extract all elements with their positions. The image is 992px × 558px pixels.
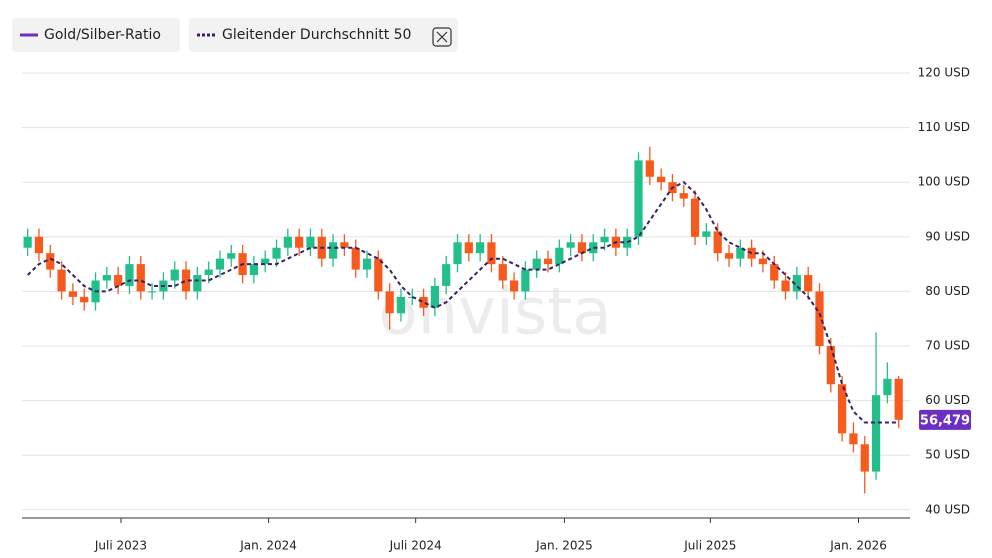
candle-body: [702, 231, 711, 237]
candle-body: [261, 258, 270, 265]
candle-body: [170, 269, 179, 281]
x-tick-label: Jan. 2024: [239, 539, 297, 553]
candle-body: [589, 242, 598, 254]
legend-label: Gleitender Durchschnitt 50: [222, 27, 411, 43]
y-tick-label: 90 USD: [925, 229, 970, 243]
candle-body: [543, 258, 553, 265]
candle-body: [826, 346, 835, 385]
candle-body: [781, 280, 790, 292]
candle-body: [758, 258, 768, 265]
candle-body: [498, 264, 507, 281]
candle-body: [419, 296, 428, 308]
y-tick-label: 70 USD: [925, 339, 970, 353]
candle-body: [894, 378, 903, 420]
candle-body: [306, 236, 315, 248]
y-tick-label: 100 USD: [918, 175, 970, 189]
candle-body: [147, 291, 157, 293]
y-tick-label: 60 USD: [925, 393, 970, 407]
candle-body: [566, 242, 575, 248]
candle-body: [600, 236, 609, 243]
candle-body: [838, 384, 847, 434]
candle-body: [362, 258, 372, 270]
candle-body: [351, 247, 360, 270]
candle-body: [453, 242, 462, 265]
candle-body: [249, 264, 258, 276]
candle-body: [68, 291, 78, 297]
legend-chip[interactable]: [12, 18, 180, 52]
x-tick-label: Juli 2025: [683, 539, 736, 553]
candle-body: [577, 242, 587, 254]
candle-body: [328, 242, 338, 259]
candle-body: [871, 395, 881, 472]
candle-body: [193, 275, 202, 292]
candle-body: [23, 236, 32, 248]
candle-body: [295, 236, 304, 248]
candle-body: [114, 275, 123, 286]
last-value-label: 56,479: [920, 413, 970, 428]
candle-body: [521, 269, 530, 292]
candle-body: [634, 160, 643, 237]
candle-body: [487, 242, 496, 265]
candle-body: [815, 291, 824, 347]
candle-body: [227, 253, 236, 259]
candle-body: [125, 264, 134, 286]
candle-body: [385, 291, 394, 314]
candle-body: [724, 253, 734, 259]
candle-body: [690, 198, 700, 237]
legend-label: Gold/Silber-Ratio: [44, 27, 161, 43]
candle-body: [476, 242, 485, 254]
x-tick-label: Juli 2023: [94, 539, 147, 553]
legend-chip[interactable]: [189, 18, 458, 52]
candle-body: [860, 444, 869, 472]
candle-body: [283, 236, 292, 248]
candle-body: [883, 378, 892, 396]
candle-body: [272, 247, 281, 259]
candle-body: [102, 275, 111, 281]
candle-body: [34, 236, 44, 254]
candle-body: [736, 247, 745, 259]
y-tick-label: 110 USD: [918, 120, 970, 134]
candle-body: [430, 285, 439, 308]
y-tick-label: 80 USD: [925, 284, 970, 298]
candle-body: [623, 236, 632, 248]
candle-body: [57, 269, 66, 292]
candle-body: [804, 275, 813, 292]
candle-body: [645, 160, 654, 177]
candle-body: [792, 275, 801, 292]
candle-body: [679, 193, 688, 199]
candle-body: [46, 253, 55, 270]
candle-body: [396, 296, 406, 314]
close-button[interactable]: [432, 27, 452, 47]
candle-body: [215, 258, 225, 270]
candle-body: [509, 280, 519, 292]
candle-body: [532, 258, 541, 270]
last-value-box: [919, 409, 971, 430]
x-tick-label: Jan. 2025: [535, 539, 593, 553]
candle-body: [849, 433, 858, 445]
x-tick-label: Jan. 2026: [829, 539, 887, 553]
legend: Gold/Silber-Ratio Gleitender Durchschnit…: [12, 18, 458, 52]
watermark: onvista: [378, 276, 611, 350]
candle-body: [136, 264, 145, 292]
candle-body: [464, 242, 473, 254]
candle-body: [374, 258, 383, 292]
candle-body: [80, 296, 89, 303]
candle-body: [770, 264, 779, 281]
candle-body: [442, 264, 451, 286]
candle-body: [555, 247, 564, 265]
candle-body: [657, 176, 666, 183]
candle-body: [204, 269, 213, 276]
y-tick-label: 120 USD: [918, 66, 970, 80]
candle-body: [713, 231, 722, 254]
y-tick-label: 50 USD: [925, 448, 970, 462]
candle-body: [181, 269, 191, 292]
x-tick-label: Juli 2024: [389, 539, 442, 553]
y-tick-label: 40 USD: [925, 502, 970, 516]
candle-body: [340, 242, 349, 248]
